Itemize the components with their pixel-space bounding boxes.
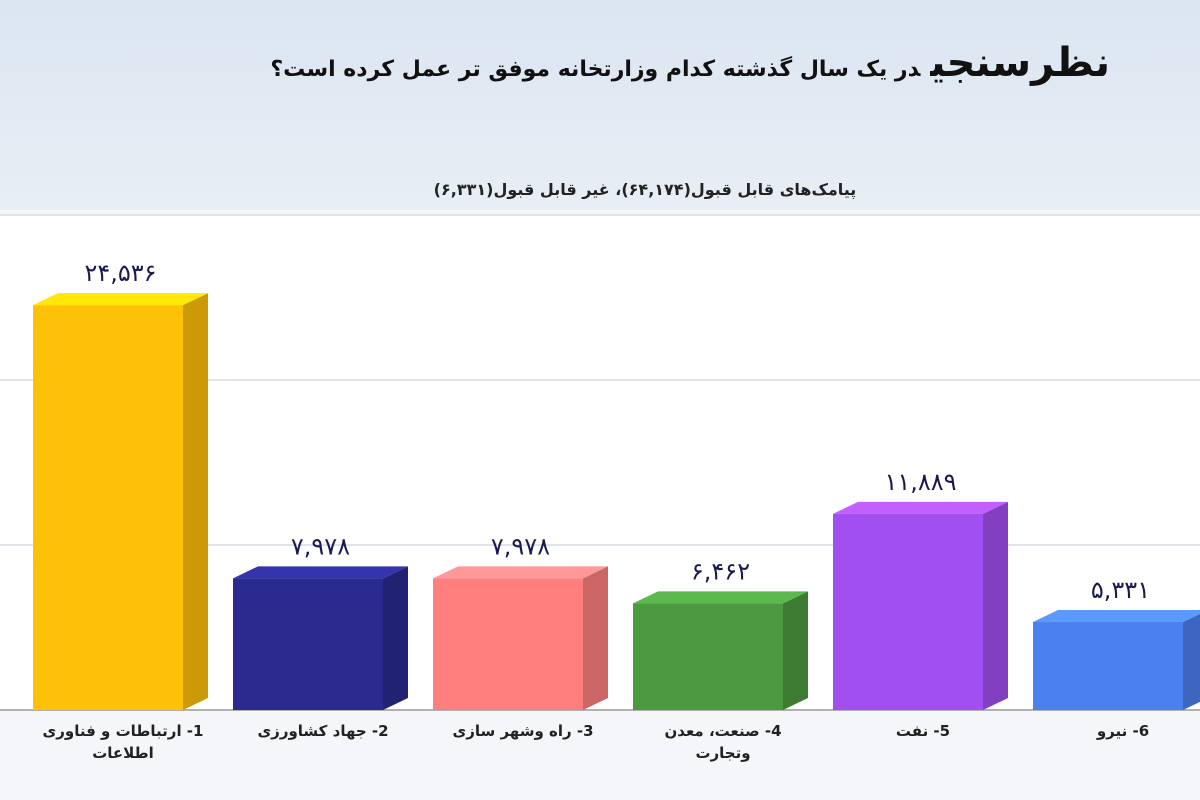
bar-side — [183, 293, 208, 710]
bar — [33, 305, 183, 710]
bar-top — [433, 566, 608, 579]
value-label: ۶,۴۶۲ — [691, 557, 750, 585]
chart-title: نظرسنجی — [930, 40, 1110, 86]
value-label: ۲۴,۵۳۶ — [84, 259, 156, 287]
bar — [833, 513, 983, 710]
chart-question: در یک سال گذشته کدام وزارتخانه موفق تر ع… — [270, 57, 921, 82]
bar-side — [1183, 613, 1200, 710]
bar-top — [33, 293, 208, 306]
bar-top — [833, 501, 1008, 514]
value-label: ۷,۹۷۸ — [291, 532, 350, 560]
x-tick-label: 6- نیرو — [1096, 722, 1150, 740]
bar — [633, 603, 783, 710]
x-tick-label: 4- صنعت، معدن وتجارت — [664, 722, 782, 762]
title-block: نظرسنجی در یک سال گذشته کدام وزارتخانه مو… — [270, 40, 1110, 86]
bar — [433, 578, 583, 710]
bar-side — [383, 566, 408, 710]
x-tick-label: 2- جهاد کشاورزی — [257, 722, 389, 740]
bar-side — [783, 591, 808, 710]
bar-top — [1033, 610, 1200, 623]
bar-side — [583, 566, 608, 710]
value-label: ۵,۳۳۱ — [1091, 576, 1150, 604]
chart-subtitle: پیامک‌های قابل قبول(۶۴,۱۷۴)، غیر قابل قب… — [433, 180, 857, 199]
bar-top — [633, 591, 808, 604]
x-tick-label: 1- ارتباطات و فناوری اطلاعات — [42, 722, 204, 762]
bar-side — [983, 501, 1008, 710]
value-label: ۷,۹۷۸ — [491, 532, 550, 560]
value-label: ۱۱,۸۸۹ — [884, 468, 956, 496]
bar — [1033, 622, 1183, 710]
x-tick-label: 3- راه وشهر سازی — [452, 722, 594, 740]
x-tick-label: 5- نفت — [895, 722, 951, 740]
bar-top — [233, 566, 408, 579]
bar — [233, 578, 383, 710]
